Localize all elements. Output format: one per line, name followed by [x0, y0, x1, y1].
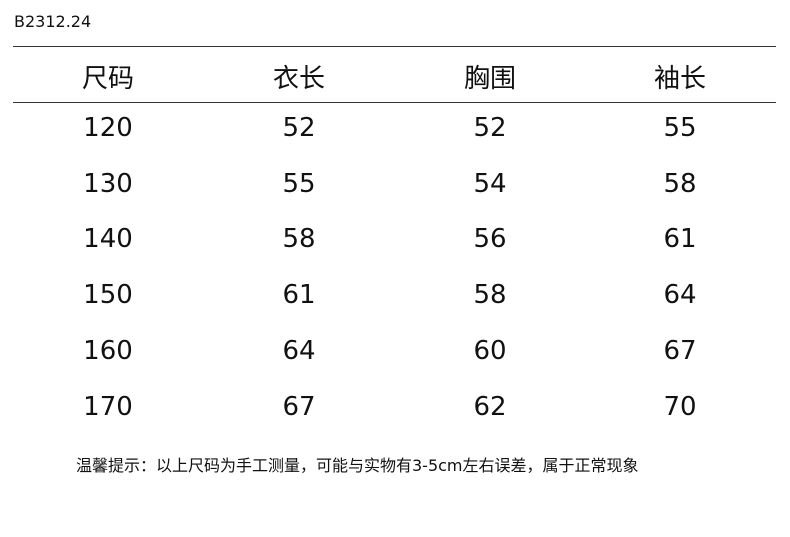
table-cell: 52 [282, 113, 316, 143]
table-cell: 56 [473, 224, 507, 255]
table-cell: 55 [663, 113, 697, 143]
table-cell: 150 [83, 280, 133, 311]
table-cell: 52 [473, 113, 507, 143]
table-cell: 140 [83, 224, 133, 255]
column-header: 袖长 [653, 64, 706, 94]
table-cell: 170 [83, 391, 133, 422]
column-header: 尺码 [81, 64, 134, 94]
rule [13, 46, 776, 47]
table-cell: 64 [282, 335, 316, 366]
rule [13, 102, 776, 103]
table-cell: 67 [663, 335, 697, 366]
table-cell: 64 [663, 280, 697, 311]
note: 温馨提示：以上尺码为手工测量，可能与实物有3-5cm左右误差，属于正常现象 [76, 456, 639, 475]
table-cell: 58 [282, 224, 316, 255]
column-header: 衣长 [272, 64, 325, 94]
table-cell: 160 [83, 335, 133, 366]
table-cell: 130 [83, 168, 133, 199]
table-cell: 58 [473, 280, 507, 311]
table-cell: 70 [663, 391, 697, 422]
table-cell: 60 [473, 335, 507, 366]
table-cell: 58 [663, 168, 697, 199]
table-cell: 62 [473, 391, 507, 422]
table-cell: 120 [83, 113, 133, 143]
table-cell: 61 [282, 280, 316, 311]
column-header: 胸围 [463, 64, 516, 94]
product-code: B2312.24 [14, 12, 92, 31]
table-cell: 61 [663, 224, 697, 255]
table-cell: 55 [282, 168, 316, 199]
table-cell: 67 [282, 391, 316, 422]
table-cell: 54 [473, 168, 507, 199]
